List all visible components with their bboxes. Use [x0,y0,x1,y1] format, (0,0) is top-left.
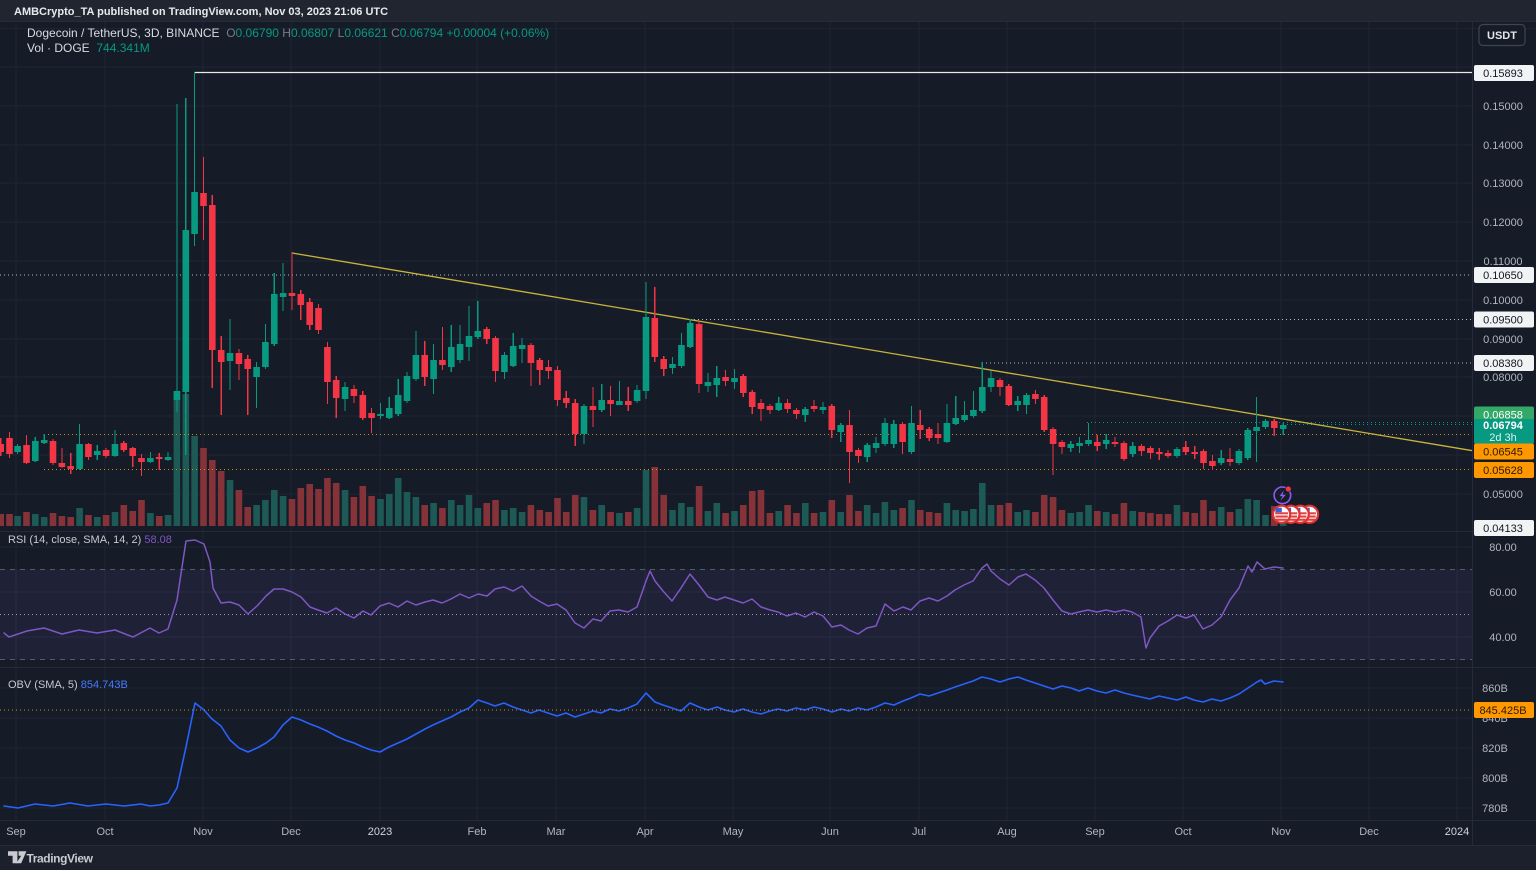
svg-text:0.13000: 0.13000 [1483,178,1523,190]
svg-text:0.10650: 0.10650 [1483,270,1523,282]
svg-text:0.08380: 0.08380 [1483,358,1523,370]
svg-text:OBV (SMA, 5) 854.743B: OBV (SMA, 5) 854.743B [8,679,128,691]
svg-text:0.06858: 0.06858 [1483,410,1523,422]
svg-text:RSI (14, close, SMA, 14, 2) 58: RSI (14, close, SMA, 14, 2) 58.08 [8,534,172,546]
svg-text:0.12000: 0.12000 [1483,217,1523,229]
svg-text:0.11000: 0.11000 [1484,256,1523,268]
svg-text:Sep: Sep [6,826,26,838]
svg-text:845.425B: 845.425B [1479,705,1526,717]
svg-text:2024: 2024 [1445,826,1469,838]
svg-text:Oct: Oct [96,826,113,838]
svg-text:0.08000: 0.08000 [1483,372,1523,384]
svg-text:2023: 2023 [368,826,392,838]
svg-text:780B: 780B [1482,803,1508,815]
svg-text:USDT: USDT [1487,30,1517,42]
svg-text:0.06794: 0.06794 [1483,420,1524,432]
svg-text:Oct: Oct [1174,826,1191,838]
svg-text:0.05000: 0.05000 [1483,489,1523,501]
svg-text:0.05628: 0.05628 [1483,465,1523,477]
svg-text:AMBCrypto_TA published on Trad: AMBCrypto_TA published on TradingView.co… [14,6,388,18]
svg-text:820B: 820B [1482,743,1508,755]
svg-text:800B: 800B [1482,773,1508,785]
svg-text:Nov: Nov [1271,826,1291,838]
svg-text:Dec: Dec [1359,826,1379,838]
svg-text:TradingView: TradingView [27,851,94,865]
svg-text:May: May [723,826,744,838]
svg-text:0.14000: 0.14000 [1483,140,1523,152]
svg-text:Apr: Apr [636,826,653,838]
svg-text:60.00: 60.00 [1489,587,1517,599]
svg-text:40.00: 40.00 [1489,632,1517,644]
svg-text:Jun: Jun [821,826,839,838]
svg-text:0.15893: 0.15893 [1483,68,1523,80]
svg-text:860B: 860B [1482,683,1508,695]
svg-text:0.09000: 0.09000 [1483,334,1523,346]
svg-text:Dogecoin / TetherUS, 3D, BINAN: Dogecoin / TetherUS, 3D, BINANCE O0.0679… [27,26,549,40]
svg-text:2d 3h: 2d 3h [1489,432,1517,444]
svg-text:Aug: Aug [997,826,1017,838]
svg-text:0.06545: 0.06545 [1483,447,1523,459]
svg-text:Sep: Sep [1085,826,1105,838]
svg-text:Dec: Dec [281,826,301,838]
svg-text:0.04133: 0.04133 [1483,523,1523,535]
svg-text:Jul: Jul [912,826,926,838]
svg-text:Feb: Feb [468,826,487,838]
svg-text:0.09500: 0.09500 [1483,315,1523,327]
svg-text:Nov: Nov [193,826,213,838]
svg-text:Mar: Mar [547,826,566,838]
svg-text:80.00: 80.00 [1489,542,1517,554]
svg-text:0.10000: 0.10000 [1483,295,1523,307]
svg-text:0.15000: 0.15000 [1483,101,1523,113]
svg-text:Vol · DOGE 744.341M: Vol · DOGE 744.341M [27,41,150,55]
